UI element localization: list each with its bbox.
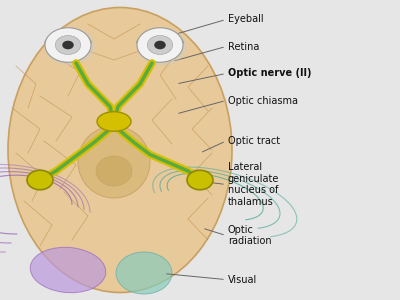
Text: Optic chiasma: Optic chiasma	[228, 95, 298, 106]
Ellipse shape	[62, 41, 74, 49]
Ellipse shape	[44, 35, 92, 49]
Ellipse shape	[30, 247, 106, 293]
Text: Eyeball: Eyeball	[228, 14, 264, 25]
Ellipse shape	[116, 252, 172, 294]
Ellipse shape	[55, 35, 81, 55]
Ellipse shape	[27, 170, 53, 190]
Ellipse shape	[137, 28, 183, 62]
Ellipse shape	[147, 35, 173, 55]
Text: Optic
radiation: Optic radiation	[228, 225, 272, 246]
Text: Retina: Retina	[228, 41, 259, 52]
Text: Optic tract: Optic tract	[228, 136, 280, 146]
Ellipse shape	[136, 35, 184, 49]
Ellipse shape	[154, 41, 166, 49]
Text: Optic nerve (II): Optic nerve (II)	[228, 68, 312, 79]
Ellipse shape	[8, 8, 232, 292]
Ellipse shape	[78, 126, 150, 198]
Ellipse shape	[45, 28, 91, 62]
Ellipse shape	[187, 170, 213, 190]
Text: Visual: Visual	[228, 274, 257, 285]
Ellipse shape	[96, 156, 132, 186]
Ellipse shape	[97, 112, 131, 131]
Ellipse shape	[45, 28, 95, 65]
Text: Lateral
geniculate
nucleus of
thalamus: Lateral geniculate nucleus of thalamus	[228, 162, 279, 207]
Ellipse shape	[137, 28, 187, 65]
